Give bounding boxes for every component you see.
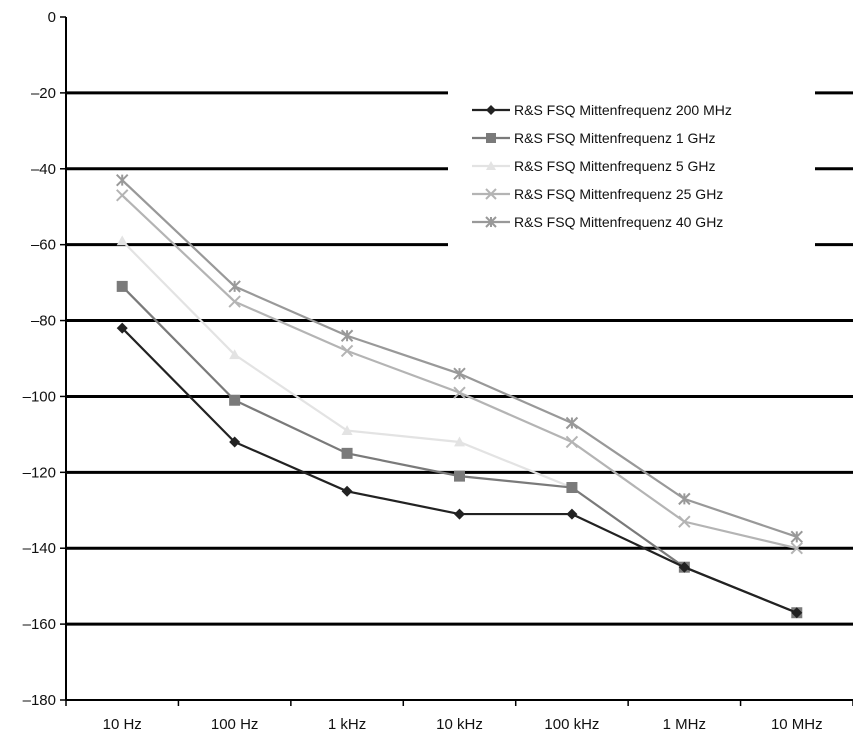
y-tick-label: –100 — [23, 388, 56, 405]
y-tick-label: –140 — [23, 540, 56, 557]
data-point — [486, 105, 496, 115]
data-point — [454, 508, 465, 520]
data-point — [454, 436, 465, 447]
legend-label: R&S FSQ Mittenfrequenz 200 MHz — [514, 102, 732, 118]
data-point — [454, 470, 465, 482]
data-point — [116, 322, 128, 334]
series-3 — [116, 189, 803, 555]
data-point — [228, 295, 241, 308]
data-point — [485, 216, 497, 228]
data-point — [229, 394, 241, 406]
x-tick-label: 1 MHz — [663, 716, 706, 733]
legend: R&S FSQ Mittenfrequenz 200 MHz R&S FSQ Mi… — [448, 88, 815, 248]
data-point — [486, 133, 496, 143]
legend-label: R&S FSQ Mittenfrequenz 25 GHz — [514, 186, 723, 202]
data-point — [340, 329, 354, 342]
x-tick-label: 10 kHz — [436, 716, 483, 733]
data-point — [565, 416, 579, 430]
x-tick-label: 1 kHz — [328, 716, 366, 733]
series-lines — [116, 173, 803, 619]
data-point — [453, 367, 466, 380]
data-point — [565, 435, 579, 449]
series-line — [121, 285, 798, 614]
series-0 — [116, 322, 803, 619]
data-point — [229, 436, 241, 448]
y-tick-label: –160 — [23, 616, 56, 633]
y-tick-label: –20 — [31, 85, 56, 102]
x-tick-label: 10 Hz — [103, 716, 142, 733]
data-point — [116, 173, 129, 187]
y-tick-label: –80 — [31, 313, 56, 330]
data-point — [341, 425, 353, 435]
data-point — [453, 386, 466, 399]
data-point — [566, 508, 578, 520]
x-tick-label: 10 MHz — [771, 716, 823, 733]
data-point — [340, 344, 354, 358]
data-point — [228, 280, 241, 293]
data-point — [678, 515, 691, 528]
data-point — [790, 542, 803, 555]
data-point — [486, 161, 496, 170]
data-point — [566, 482, 578, 494]
data-point — [116, 280, 128, 292]
data-point — [341, 447, 353, 459]
y-tick-label: –180 — [23, 692, 56, 709]
data-point — [791, 607, 803, 619]
legend-label: R&S FSQ Mittenfrequenz 1 GHz — [514, 130, 716, 146]
data-point — [790, 530, 803, 544]
series-line — [121, 240, 798, 614]
y-tick-label: –60 — [31, 237, 56, 254]
data-point — [678, 492, 691, 506]
legend-label: R&S FSQ Mittenfrequenz 40 GHz — [514, 214, 723, 230]
data-point — [116, 235, 128, 246]
data-point — [229, 349, 241, 360]
y-tick-label: –40 — [31, 161, 56, 178]
series-1 — [116, 280, 803, 619]
legend-label: R&S FSQ Mittenfrequenz 5 GHz — [514, 158, 716, 174]
data-point — [341, 485, 353, 497]
y-tick-label: 0 — [48, 9, 56, 26]
axes: 0 –20 –40 –60 –80 –100 –120 –140 –160 –180 10 Hz 10… — [23, 9, 853, 733]
series-4 — [116, 173, 803, 544]
y-tick-label: –120 — [23, 464, 56, 481]
data-point — [678, 561, 690, 573]
x-tick-label: 100 Hz — [211, 716, 259, 733]
data-point — [485, 188, 497, 200]
data-point — [116, 189, 129, 202]
x-tick-label: 100 kHz — [544, 716, 599, 733]
